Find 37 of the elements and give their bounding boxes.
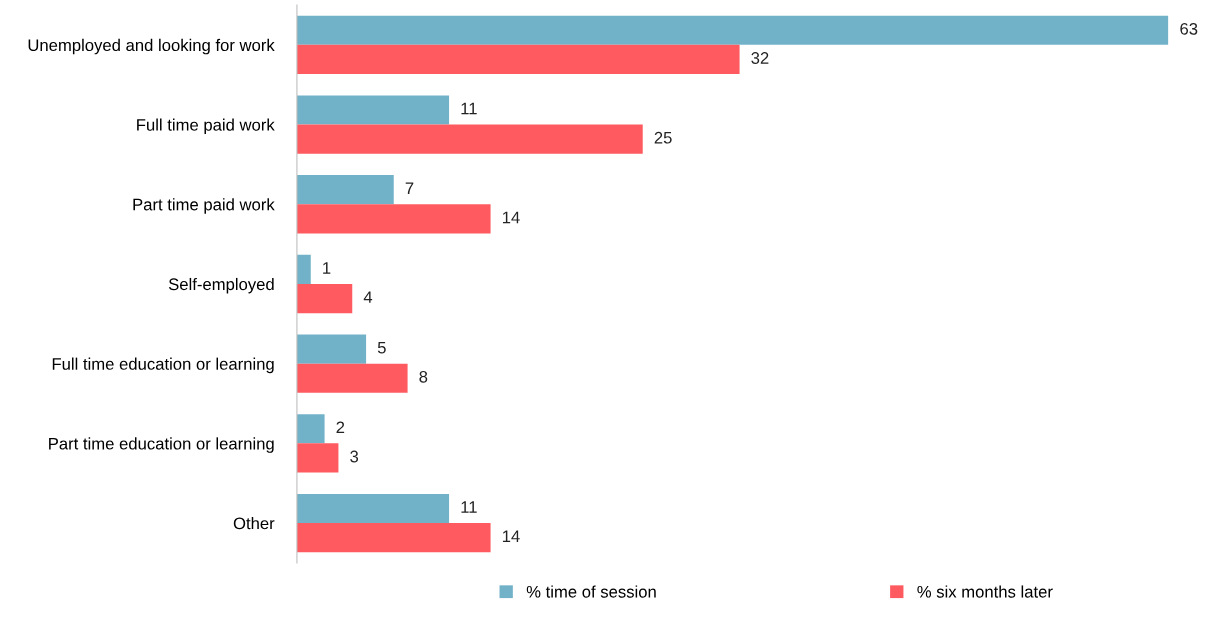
data-label: 11 xyxy=(461,501,477,513)
data-label: 4 xyxy=(363,291,373,303)
y-tick-label: Self-employed xyxy=(168,277,274,294)
bar xyxy=(296,493,450,524)
data-label: 14 xyxy=(502,530,520,542)
data-label: 32 xyxy=(751,52,769,64)
y-tick-label: Full time education or learning xyxy=(52,357,274,374)
data-label: 5 xyxy=(377,341,386,354)
y-tick-label: Full time paid work xyxy=(137,118,275,135)
data-label: 2 xyxy=(336,421,345,434)
data-label: 3 xyxy=(350,450,359,463)
data-label: 11 xyxy=(461,102,477,115)
y-tick-label: Part time education or learning xyxy=(49,437,274,453)
data-label: 8 xyxy=(419,370,428,383)
data-label: 1 xyxy=(323,262,331,274)
bar xyxy=(296,95,450,125)
bar xyxy=(296,283,353,314)
y-tick-label: Part time paid work xyxy=(133,198,275,214)
bar xyxy=(296,44,740,75)
legend-label: % time of session xyxy=(526,585,656,598)
legend-label: % six months later xyxy=(917,585,1053,598)
bar xyxy=(296,204,491,234)
y-tick-label: Other xyxy=(233,517,275,530)
bar xyxy=(296,443,339,473)
bar xyxy=(296,334,367,364)
y-tick-label: Unemployed and looking for work xyxy=(28,38,275,55)
bar xyxy=(296,15,1169,45)
data-label: 7 xyxy=(405,182,414,194)
data-label: 25 xyxy=(654,131,672,144)
bar xyxy=(296,175,394,205)
bar xyxy=(296,363,408,393)
bar xyxy=(296,523,491,553)
bar xyxy=(296,124,643,154)
bar xyxy=(296,254,311,284)
bar xyxy=(296,414,325,444)
data-label: 63 xyxy=(1180,22,1198,35)
data-label: 14 xyxy=(502,211,520,224)
